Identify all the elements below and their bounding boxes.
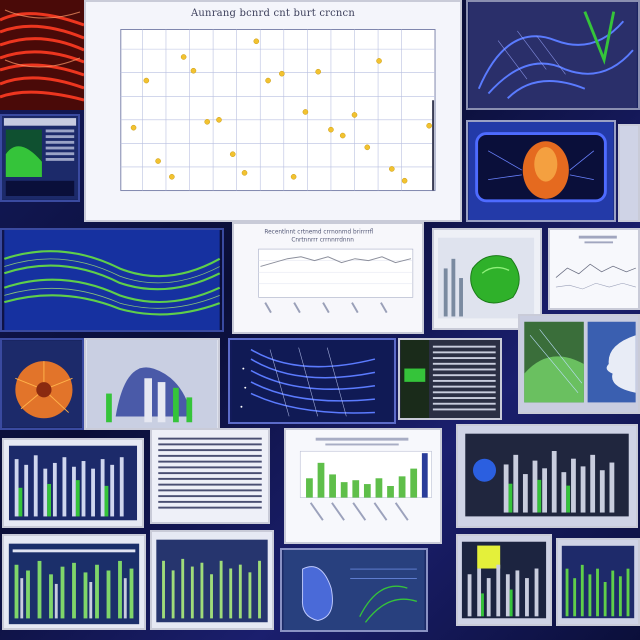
bar (340, 482, 348, 498)
blue-structure-image (469, 2, 637, 108)
side-ui-strip (618, 124, 640, 222)
bar-grid-panel-3 (150, 530, 274, 630)
right-line-chart (555, 235, 636, 290)
bar-grid-image-1 (8, 445, 138, 521)
scatter-point (351, 112, 358, 118)
software-window-small (0, 114, 80, 202)
scatter-point (376, 58, 382, 64)
green-fiber-panel (0, 228, 224, 332)
orange-dome-image (468, 122, 614, 220)
orange-flower-panel (0, 338, 84, 430)
organ-panel (280, 548, 428, 632)
bar-chart-bars (306, 462, 418, 498)
scatter-point (279, 70, 285, 77)
line-chart-series (260, 256, 412, 267)
yellow-bar-image (461, 541, 547, 619)
bar (329, 474, 336, 498)
scatter-point (426, 122, 432, 129)
scatter-point (155, 158, 161, 164)
organ-image (283, 550, 425, 630)
red-fern-image (0, 0, 84, 110)
scatter-point (216, 117, 222, 123)
scatter-point (265, 77, 271, 84)
scatter-point (328, 126, 334, 133)
data-table-panel (398, 338, 502, 420)
scatter-grid (120, 29, 436, 191)
dark-bar-panel (456, 424, 638, 528)
blue-structure-panel (466, 0, 640, 110)
bar-accent (421, 453, 428, 498)
software-window-image (2, 116, 78, 200)
terrain-panel (518, 314, 640, 414)
bar (363, 484, 371, 498)
line-chart-panel: Recentlnnt crtnemd crrnonmd brirrrrfl Cn… (232, 222, 424, 334)
orange-flower-image (2, 340, 82, 428)
text-document-panel (150, 428, 270, 524)
green-blob-image (438, 237, 535, 319)
scatter-point (290, 173, 297, 180)
scatter-point (229, 151, 236, 158)
bar (306, 478, 313, 498)
text-document-image (158, 437, 262, 509)
blue-wing-panel (228, 338, 396, 424)
scatter-point (364, 144, 371, 151)
bar-chart-panel (284, 428, 442, 544)
bar-chart (299, 437, 432, 521)
scatter-point (204, 119, 211, 125)
scatter-plot-title: Aunrang bcnrd cnt burt crcncn (191, 8, 355, 19)
scatter-plot-panel: Aunrang bcnrd cnt burt crcncn (84, 0, 462, 222)
right-line-panel (548, 228, 640, 310)
bar (317, 462, 325, 498)
bar (410, 468, 418, 498)
scatter-point (339, 132, 346, 139)
scatter-point (401, 177, 408, 184)
scatter-point (389, 166, 395, 172)
bar-grid-panel-1 (2, 438, 144, 528)
scatter-points (130, 38, 432, 184)
bar (352, 480, 360, 498)
orange-dome-panel (466, 120, 616, 222)
green-bar-panel (556, 538, 640, 626)
scatter-point (190, 67, 197, 74)
equipment-panel (84, 338, 220, 430)
line-chart-title: Recentlnnt crtnemd crrnonmd brirrrrfl (264, 230, 374, 236)
blue-wing-image (231, 340, 393, 422)
scatter-point (253, 38, 260, 45)
scatter-point (241, 170, 248, 176)
bar-grid-image-2 (8, 543, 140, 625)
green-fiber-image (3, 230, 221, 330)
yellow-bar-panel (456, 534, 552, 626)
scatter-point (143, 77, 150, 84)
bar (387, 486, 394, 498)
bar-grid-panel-2 (2, 534, 146, 630)
line-chart-subtitle: Cnrtnnrrr crrnnrrdnnn (291, 237, 354, 243)
dark-bar-image (465, 433, 629, 517)
bar (375, 478, 383, 498)
scatter-point (130, 124, 137, 131)
scatter-point (315, 68, 321, 75)
terrain-image (524, 321, 636, 403)
equipment-image (86, 340, 218, 428)
green-blob-panel (432, 228, 542, 330)
scatter-point (169, 173, 175, 180)
red-fern-panel (0, 0, 84, 110)
scatter-plot (120, 29, 436, 192)
scatter-point (302, 109, 309, 115)
bar (398, 476, 406, 498)
green-bar-image (561, 545, 635, 619)
scatter-point (180, 54, 187, 60)
line-chart: Recentlnnt crtnemd crrnonmd brirrrrfl Cn… (258, 230, 414, 314)
data-table-image (400, 340, 496, 418)
bar-grid-image-3 (156, 539, 268, 623)
